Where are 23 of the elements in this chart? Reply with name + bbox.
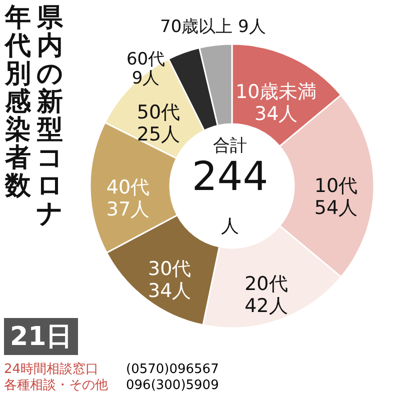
text: 21日 <box>4 318 78 355</box>
text: 096(300)5909 <box>126 378 219 393</box>
text: 各種相談・その他 <box>4 378 109 394</box>
slice-label: 10歳未満 <box>235 80 317 103</box>
text: 合計 <box>213 136 247 156</box>
data-label: 25人 <box>136 123 180 146</box>
data-label: 9人 <box>132 68 160 89</box>
text: (0570)096567 <box>126 362 219 377</box>
data-label: 34人 <box>148 280 192 302</box>
slice-label: 70歳以上 9人 <box>160 17 266 38</box>
text: 24時間相談窓口 <box>4 362 100 378</box>
slice-label: 40代 <box>106 176 150 198</box>
chart-title: 県内の新型コロナ年代別感染者数 <box>5 3 64 229</box>
slice-label: 60代 <box>126 50 166 70</box>
slice-label: 30代 <box>148 258 192 280</box>
data-label: 34人 <box>254 102 298 125</box>
text: 244人 <box>192 154 268 237</box>
slice-label: 10代 <box>314 175 358 197</box>
data-label: 54人 <box>314 197 358 219</box>
data-label: 37人 <box>106 198 150 220</box>
slice-label: 50代 <box>136 101 180 124</box>
data-label: 42人 <box>244 295 288 318</box>
slice-label: 20代 <box>244 273 288 296</box>
